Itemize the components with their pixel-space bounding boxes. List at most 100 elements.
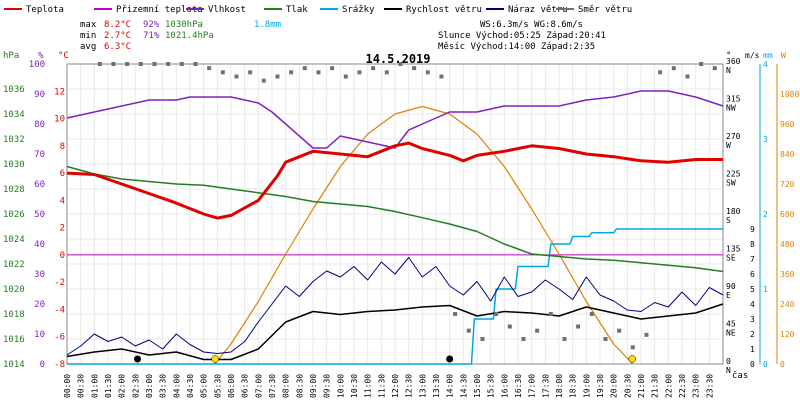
wind-direction-point-39 bbox=[630, 345, 635, 350]
wind-direction-point-43 bbox=[685, 74, 690, 79]
degc-axis-tick-5: 2 bbox=[60, 224, 65, 234]
stat-min-humidity: 71% bbox=[143, 31, 160, 41]
ms-axis-tick-0: 9 bbox=[750, 225, 755, 234]
wind-stats: WS:6.3m/s WG:8.6m/s bbox=[480, 20, 583, 30]
w-axis-tick-2: 840 bbox=[780, 150, 795, 159]
pressure-line bbox=[66, 165, 724, 273]
x-tick-19: 09:30 bbox=[323, 374, 332, 398]
w-axis-tick-7: 240 bbox=[780, 300, 795, 309]
x-tick-45: 22:30 bbox=[678, 374, 687, 398]
x-tick-44: 22:00 bbox=[664, 374, 673, 398]
x-tick-26: 13:00 bbox=[418, 374, 427, 398]
hpa-axis-tick-7: 1022 bbox=[3, 260, 25, 270]
moonset-marker bbox=[134, 355, 142, 363]
wind-direction-point-24 bbox=[425, 70, 430, 75]
w-axis-tick-8: 120 bbox=[780, 330, 795, 339]
ms-axis-tick-4: 5 bbox=[750, 285, 755, 294]
degc-axis-tick-0: 12 bbox=[54, 87, 65, 97]
wind-direction-point-13 bbox=[275, 74, 280, 79]
wind-direction-point-4 bbox=[152, 62, 157, 66]
wind-direction-point-38 bbox=[617, 328, 622, 333]
x-tick-40: 20:00 bbox=[610, 374, 619, 398]
x-tick-47: 23:30 bbox=[705, 374, 714, 398]
x-tick-25: 12:30 bbox=[405, 374, 414, 398]
w-axis-tick-6: 360 bbox=[780, 270, 795, 279]
degc-axis-title: °C bbox=[58, 51, 69, 61]
x-tick-8: 04:00 bbox=[172, 374, 181, 398]
moon-times: Měsíc Východ:14:00 Západ:2:35 bbox=[438, 42, 595, 52]
wind-direction-point-14 bbox=[289, 70, 294, 75]
degc-axis-tick-1: 10 bbox=[54, 115, 65, 125]
mm-axis-tick-2: 2 bbox=[763, 210, 768, 219]
wind-direction-point-0 bbox=[97, 62, 102, 66]
dir-axis-tick-2: 270 bbox=[726, 132, 741, 141]
x-axis-label: čas bbox=[732, 370, 748, 381]
dir-axis-tick-1: 315 bbox=[726, 95, 741, 104]
plot-series bbox=[66, 62, 724, 365]
wind-direction-point-12 bbox=[261, 78, 266, 83]
wind-direction-point-30 bbox=[507, 324, 512, 329]
stat-min-pressure: 1021.4hPa bbox=[165, 31, 214, 41]
wind-direction-point-33 bbox=[548, 312, 553, 316]
wind-direction-point-7 bbox=[193, 62, 198, 66]
x-tick-5: 02:30 bbox=[131, 374, 140, 398]
wind-direction-point-18 bbox=[343, 74, 348, 79]
degc-axis-tick-7: -2 bbox=[54, 278, 65, 288]
dir-axis-tick-6: 90 bbox=[726, 282, 736, 291]
w-axis-tick-3: 720 bbox=[780, 180, 795, 189]
wind-gust-line bbox=[66, 257, 724, 356]
pct-axis-tick-1: 90 bbox=[34, 90, 45, 100]
degc-axis-tick-2: 8 bbox=[60, 142, 65, 152]
wind-direction-point-5 bbox=[166, 62, 171, 66]
w-axis-tick-0: 1080 bbox=[780, 90, 799, 99]
ms-axis-tick-3: 6 bbox=[750, 270, 755, 279]
pct-axis-tick-2: 80 bbox=[34, 120, 45, 130]
dir-axis-tick-label-3: SW bbox=[726, 179, 736, 188]
x-tick-7: 03:30 bbox=[159, 374, 168, 398]
wind-direction-point-11 bbox=[248, 70, 253, 75]
x-tick-33: 16:30 bbox=[514, 374, 523, 398]
degc-axis-tick-4: 4 bbox=[60, 196, 65, 206]
hpa-axis-tick-9: 1018 bbox=[3, 310, 25, 320]
wind-direction-point-29 bbox=[494, 312, 499, 316]
dir-axis-tick-label-6: E bbox=[726, 291, 731, 300]
temperature-line bbox=[66, 141, 723, 220]
x-tick-15: 07:30 bbox=[268, 374, 277, 398]
x-tick-18: 09:00 bbox=[309, 374, 318, 398]
x-tick-13: 06:30 bbox=[241, 374, 250, 398]
ms-axis-tick-8: 1 bbox=[750, 345, 755, 354]
w-axis-tick-4: 600 bbox=[780, 210, 795, 219]
rain-line bbox=[67, 228, 723, 365]
legend-label-0: Teplota bbox=[26, 5, 64, 15]
x-tick-2: 01:00 bbox=[90, 374, 99, 398]
dir-axis-tick-label-7: NE bbox=[726, 329, 736, 338]
x-tick-28: 14:00 bbox=[446, 374, 455, 398]
mm-axis-title: mm bbox=[763, 51, 773, 60]
sun-times: Slunce Východ:05:25 Západ:20:41 bbox=[438, 31, 606, 41]
dir-axis-tick-label-0: N bbox=[726, 66, 731, 75]
stat-max-pressure: 1030hPa bbox=[165, 20, 203, 30]
x-tick-27: 13:30 bbox=[432, 374, 441, 398]
hpa-axis-tick-2: 1032 bbox=[3, 135, 25, 145]
ms-axis-tick-1: 8 bbox=[750, 240, 755, 249]
wind-direction-point-28 bbox=[480, 337, 485, 341]
stat-max-rain: 1.8mm bbox=[254, 20, 281, 30]
wind-direction-point-32 bbox=[535, 328, 540, 333]
dir-axis-tick-8: 0 bbox=[726, 357, 731, 366]
x-tick-4: 02:00 bbox=[118, 374, 127, 398]
ms-axis-tick-7: 2 bbox=[750, 330, 755, 339]
wind-direction-point-40 bbox=[644, 332, 649, 337]
dir-axis-tick-5: 135 bbox=[726, 245, 741, 254]
dir-axis-tick-label-2: W bbox=[726, 141, 731, 150]
x-tick-23: 11:30 bbox=[377, 374, 386, 398]
pct-axis-tick-10: 0 bbox=[40, 360, 45, 370]
wind-direction-point-42 bbox=[671, 66, 676, 71]
legend-label-6: Náraz větru bbox=[508, 5, 568, 15]
x-tick-37: 18:30 bbox=[569, 374, 578, 398]
x-tick-24: 12:00 bbox=[391, 374, 400, 398]
hpa-axis-tick-5: 1026 bbox=[3, 210, 25, 220]
pct-axis-tick-5: 50 bbox=[34, 210, 45, 220]
legend-label-5: Rychlost větru bbox=[406, 5, 482, 15]
